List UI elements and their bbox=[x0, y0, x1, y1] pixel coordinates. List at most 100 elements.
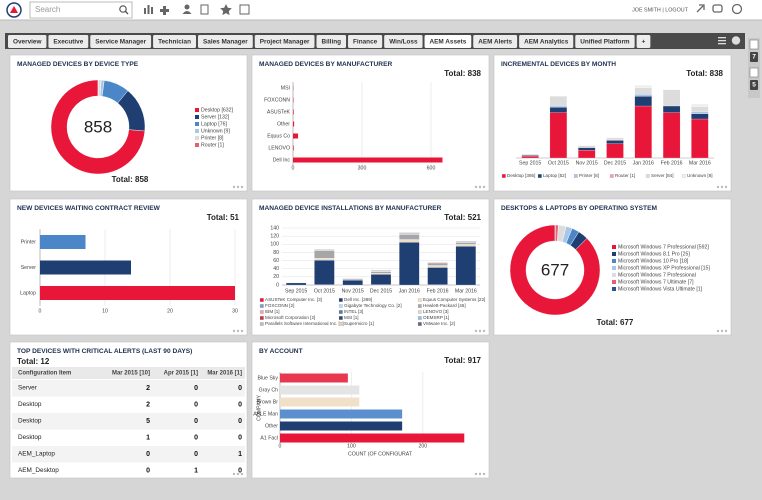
panel-title: NEW DEVICES WAITING CONTRACT REVIEW bbox=[17, 205, 161, 212]
table-cell: 0 bbox=[194, 434, 198, 441]
user-icon[interactable] bbox=[184, 4, 190, 10]
bar-segment bbox=[578, 147, 596, 151]
tab[interactable] bbox=[153, 35, 196, 48]
list-icon[interactable] bbox=[200, 4, 209, 15]
panel-menu-dot[interactable] bbox=[232, 472, 236, 476]
bar-segment bbox=[634, 96, 652, 107]
bar bbox=[293, 145, 294, 151]
side-icon[interactable] bbox=[749, 39, 759, 50]
bar-segment bbox=[549, 105, 568, 108]
x-tick-label: 20 bbox=[167, 308, 173, 314]
tab[interactable] bbox=[90, 35, 152, 48]
tab[interactable] bbox=[48, 35, 89, 48]
y-tick-label: Printer bbox=[21, 239, 37, 245]
calendar-icon[interactable] bbox=[239, 4, 250, 15]
top-right-icons bbox=[696, 3, 743, 15]
y-tick-label: 60 bbox=[273, 258, 279, 264]
legend-swatch bbox=[612, 266, 616, 270]
x-tick-label: 100 bbox=[347, 443, 356, 449]
y-tick-label: 0 bbox=[276, 282, 279, 288]
legend-swatch bbox=[259, 316, 264, 320]
panel-menu-dot bbox=[236, 472, 240, 476]
panel-title: INCREMENTAL DEVICES BY MONTH bbox=[501, 61, 616, 68]
tab[interactable] bbox=[316, 35, 347, 48]
y-tick-label: ASUSTeK bbox=[267, 109, 291, 115]
y-tick-label: 40 bbox=[273, 266, 279, 272]
legend-swatch bbox=[338, 304, 343, 308]
y-tick-label: Dell Inc bbox=[273, 157, 291, 163]
panel-menu-dot bbox=[236, 329, 240, 333]
panel-menu-dot bbox=[724, 185, 728, 189]
bar bbox=[293, 157, 443, 163]
legend-label: Supermicro [1] bbox=[344, 321, 374, 326]
legend-label: Microsoft Windows 10 Pro [18] bbox=[618, 258, 689, 264]
legend-label: IBM [1] bbox=[265, 309, 280, 314]
side-icon[interactable] bbox=[749, 67, 759, 78]
x-tick-label: Mar 2016 bbox=[689, 160, 711, 166]
link-icon[interactable] bbox=[696, 4, 705, 13]
chart-icon[interactable] bbox=[144, 8, 146, 14]
tab[interactable] bbox=[473, 35, 518, 48]
legend-swatch bbox=[501, 174, 506, 178]
bar-segment bbox=[606, 143, 624, 159]
table-header bbox=[12, 367, 245, 379]
legend-swatch bbox=[417, 298, 422, 302]
tab[interactable] bbox=[8, 35, 47, 48]
panel bbox=[251, 198, 490, 336]
panel-menu-dot[interactable] bbox=[232, 185, 236, 189]
add-icon[interactable] bbox=[160, 6, 169, 15]
user-icon-body bbox=[182, 11, 192, 14]
panel-menu-dot bbox=[724, 329, 728, 333]
table-row bbox=[12, 413, 245, 430]
bar-segment bbox=[549, 96, 568, 107]
tab[interactable] bbox=[519, 35, 574, 48]
x-tick-label: Nov 2015 bbox=[342, 288, 364, 294]
y-tick-label: 80 bbox=[273, 250, 279, 256]
tab[interactable] bbox=[384, 35, 423, 48]
x-tick-label: Nov 2015 bbox=[576, 160, 598, 166]
tab[interactable] bbox=[636, 35, 651, 48]
total-label: Total: 917 bbox=[444, 356, 481, 365]
panel-menu-dot[interactable] bbox=[232, 329, 236, 333]
search-icon[interactable] bbox=[119, 5, 127, 13]
bar-segment bbox=[455, 246, 476, 286]
panel-title: BY ACCOUNT bbox=[259, 348, 303, 355]
legend-label: Router [1] bbox=[201, 142, 224, 148]
tab[interactable] bbox=[348, 35, 383, 48]
panel-menu-dot bbox=[478, 472, 482, 476]
tab-label: Service Manager bbox=[95, 38, 146, 45]
tab[interactable] bbox=[254, 35, 315, 48]
legend-label: Microsoft Windows Vista Ultimate [1] bbox=[618, 286, 703, 292]
bar-segment bbox=[342, 280, 363, 286]
legend-label: VMware Inc. [2] bbox=[423, 321, 455, 326]
legend-swatch bbox=[338, 298, 343, 302]
panel-menu-dot[interactable] bbox=[474, 329, 478, 333]
panel-menu-dot[interactable] bbox=[716, 185, 720, 189]
search-box[interactable] bbox=[29, 1, 133, 19]
panel-title: MANAGED DEVICES BY MANUFACTURER bbox=[259, 61, 392, 68]
bar-segment bbox=[342, 278, 363, 280]
tab[interactable] bbox=[575, 35, 635, 48]
menu-icon[interactable] bbox=[718, 37, 726, 39]
x-tick-label: 300 bbox=[358, 165, 367, 171]
legend-label: Dell Inc. [389] bbox=[344, 297, 372, 302]
x-tick-label: 30 bbox=[232, 308, 238, 314]
user-logout[interactable]: JOE SMITH | LOGOUT bbox=[632, 7, 689, 13]
chat-icon[interactable] bbox=[712, 4, 723, 13]
panel-menu-dot[interactable] bbox=[474, 472, 478, 476]
legend-swatch bbox=[259, 310, 264, 314]
panel-menu-dot[interactable] bbox=[716, 329, 720, 333]
help-icon[interactable] bbox=[731, 3, 743, 15]
star-icon[interactable] bbox=[220, 4, 232, 16]
x-axis-label: COUNT (OF CONFIGURAT bbox=[348, 451, 413, 457]
panel-menu-dot[interactable] bbox=[474, 185, 478, 189]
bar-segment bbox=[691, 106, 709, 112]
tab[interactable] bbox=[198, 35, 253, 48]
panel-menu-dot bbox=[240, 472, 244, 476]
y-tick-label: 140 bbox=[270, 225, 279, 231]
tab[interactable] bbox=[424, 35, 472, 48]
y-tick-label: ABLE Man bbox=[253, 411, 278, 417]
table-cell: 1 bbox=[146, 434, 150, 441]
tab-help-icon[interactable] bbox=[731, 36, 741, 45]
bar-segment bbox=[427, 265, 448, 268]
